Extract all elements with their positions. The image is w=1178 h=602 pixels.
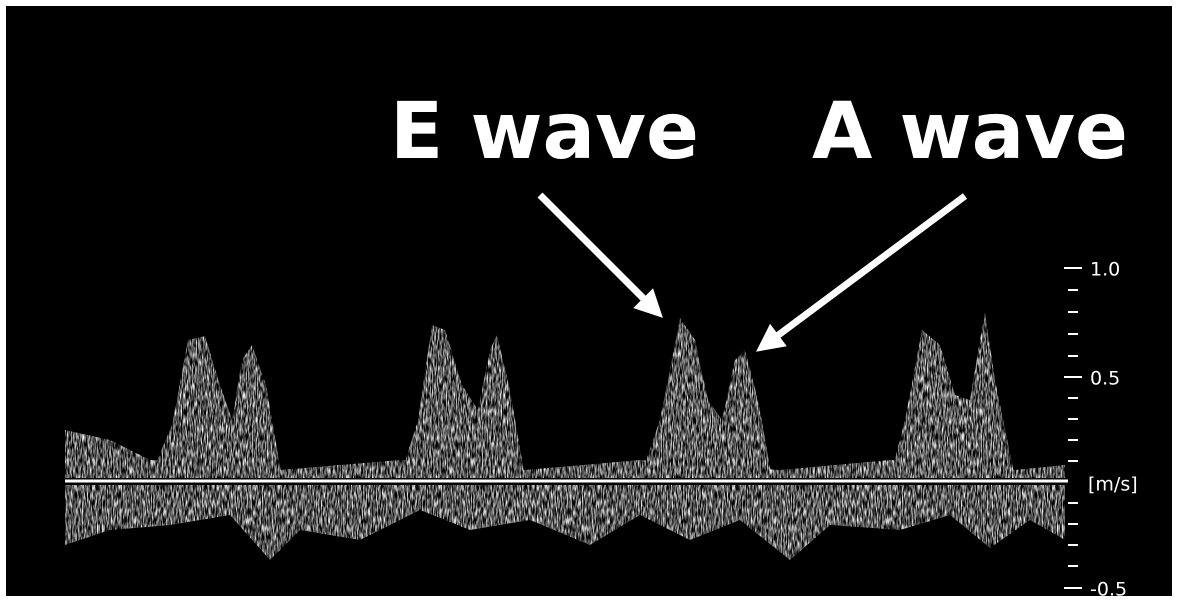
annotation-label: E wave [390, 87, 699, 177]
scale-label: -0.5 [1090, 579, 1127, 601]
annotation-label: A wave [812, 87, 1128, 177]
scale-label: 0.5 [1090, 368, 1120, 390]
doppler-image: 1.0 0.5 [m/s] -0.5 E wave A wave [0, 0, 1178, 602]
scale-label: 1.0 [1090, 259, 1120, 281]
scale-label: [m/s] [1088, 474, 1138, 496]
